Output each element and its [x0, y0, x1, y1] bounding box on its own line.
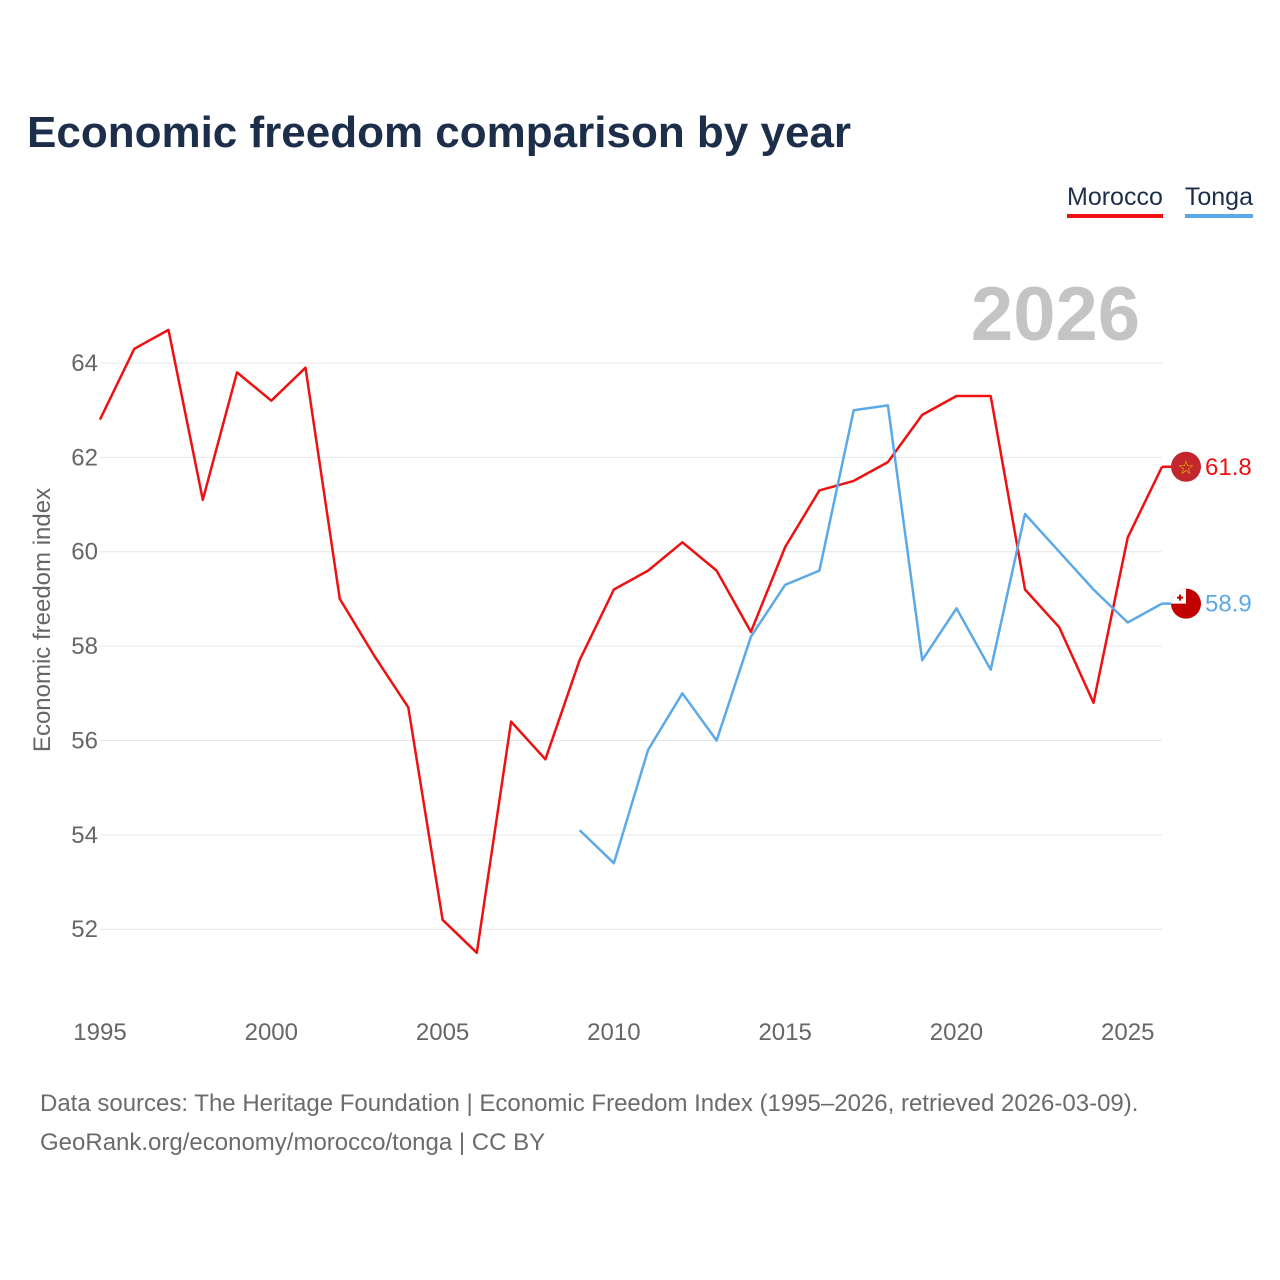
svg-text:☆: ☆ — [1177, 457, 1194, 479]
y-tick-label-62: 62 — [71, 444, 98, 471]
y-axis-label: Economic freedom index — [29, 488, 56, 752]
y-tick-label-60: 60 — [71, 539, 98, 566]
x-tick-label-2010: 2010 — [587, 1019, 640, 1046]
tonga-flag-icon — [1171, 588, 1201, 619]
legend-item-morocco[interactable]: Morocco — [1067, 182, 1163, 218]
end-label-morocco: 61.8 — [1205, 454, 1252, 481]
y-tick-label-58: 58 — [71, 633, 98, 660]
footer-sources: Data sources: The Heritage Foundation | … — [40, 1090, 1139, 1117]
y-tick-label-52: 52 — [71, 916, 98, 943]
year-watermark: 2026 — [971, 272, 1140, 357]
y-tick-label-54: 54 — [71, 822, 98, 849]
x-tick-label-2015: 2015 — [758, 1019, 811, 1046]
x-tick-label-2000: 2000 — [245, 1019, 298, 1046]
chart-title: Economic freedom comparison by year — [27, 108, 852, 157]
footer: Data sources: The Heritage Foundation | … — [40, 1084, 1138, 1162]
x-tick-label-2025: 2025 — [1101, 1019, 1154, 1046]
y-tick-label-64: 64 — [71, 350, 98, 377]
morocco-flag-icon: ☆ — [1171, 451, 1201, 482]
legend: Morocco Tonga — [1067, 182, 1253, 218]
series-line-morocco — [98, 328, 1164, 955]
series-line-tonga — [578, 404, 1163, 865]
x-tick-label-1995: 1995 — [73, 1019, 126, 1046]
line-chart: 52 54 56 58 60 62 64 1995 2000 2005 2010 2015 2020 20… — [29, 272, 1252, 1046]
footer-link[interactable]: GeoRank.org/economy/morocco/tonga | CC B… — [40, 1129, 546, 1156]
y-tick-label-56: 56 — [71, 727, 98, 754]
legend-item-tonga[interactable]: Tonga — [1184, 182, 1253, 218]
end-label-tonga: 58.9 — [1205, 591, 1252, 618]
x-tick-label-2020: 2020 — [930, 1019, 983, 1046]
x-tick-label-2005: 2005 — [416, 1019, 469, 1046]
